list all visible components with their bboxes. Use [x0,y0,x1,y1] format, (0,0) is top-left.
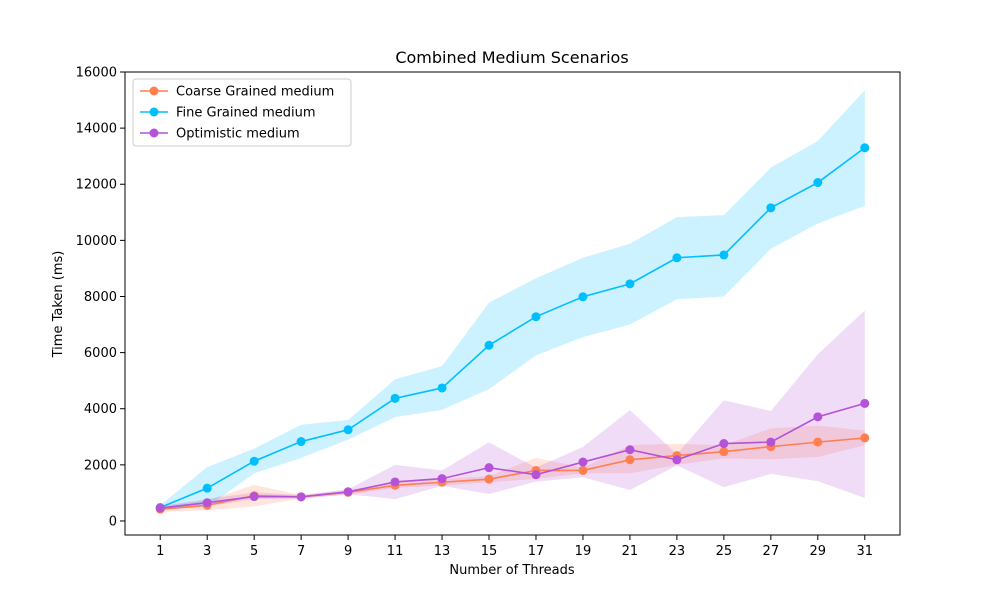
point-series-1-7 [296,437,306,447]
point-series-2-15 [484,463,494,473]
point-series-2-23 [672,455,682,465]
legend-box [132,78,352,147]
point-series-2-31 [860,398,870,408]
point-series-1-29 [813,178,823,188]
point-series-0-29 [813,437,823,447]
point-series-2-11 [390,477,400,487]
point-series-2-25 [719,439,729,449]
point-series-2-21 [625,445,635,455]
series-lines [159,147,866,510]
legend-label-1: Fine Grained medium [176,106,316,121]
point-series-2-5 [249,492,259,502]
y-tick-label: 10000 [76,234,117,249]
series-points [155,143,870,514]
point-series-2-19 [578,457,588,467]
band-series-2 [160,310,865,511]
chart-title: Combined Medium Scenarios [395,48,628,67]
y-tick-label: 12000 [76,178,117,193]
band-series-0 [160,425,865,512]
legend-marker-0 [149,86,159,96]
x-tick-label: 21 [622,544,639,559]
y-axis-ticks: 0 2000 4000 6000 8000 10000 12000 14000 16000 [76,66,125,529]
point-series-1-11 [390,393,400,403]
y-tick-label: 14000 [76,122,117,137]
point-series-2-3 [202,498,212,508]
x-tick-label: 25 [716,544,733,559]
x-tick-label: 7 [297,544,305,559]
point-series-1-31 [860,143,870,153]
point-series-1-5 [249,456,259,466]
legend-marker-1 [149,107,159,117]
point-series-1-9 [343,425,353,435]
legend-marker-2 [149,128,159,138]
point-series-1-21 [625,279,635,289]
x-tick-label: 27 [763,544,780,559]
y-tick-label: 6000 [84,346,117,361]
x-tick-label: 15 [481,544,498,559]
y-tick-label: 8000 [84,290,117,305]
point-series-1-13 [437,383,447,393]
x-tick-label: 1 [156,544,164,559]
point-series-0-19 [578,465,588,475]
y-tick-label: 16000 [76,66,117,81]
point-series-2-27 [766,437,776,447]
plot-frame [124,71,901,536]
x-tick-label: 19 [575,544,592,559]
x-tick-label: 11 [387,544,404,559]
point-series-2-9 [343,487,353,497]
point-series-0-21 [625,455,635,465]
legend-label-2: Optimistic medium [176,127,300,142]
x-axis-ticks: 1 3 5 7 9 11 13 15 17 19 21 23 25 27 29 31 [156,535,873,559]
y-tick-label: 4000 [84,402,117,417]
point-series-2-17 [531,470,541,480]
legend-label-0: Coarse Grained medium [176,85,334,100]
point-series-1-3 [202,483,212,493]
line-series-2 [160,402,865,509]
x-tick-label: 13 [434,544,451,559]
point-series-1-15 [484,340,494,350]
x-tick-label: 23 [669,544,686,559]
point-series-2-7 [296,492,306,502]
point-series-1-23 [672,253,682,263]
x-tick-label: 29 [810,544,827,559]
y-tick-label: 0 [109,514,117,529]
x-tick-label: 9 [344,544,352,559]
point-series-0-25 [719,447,729,457]
y-tick-label: 2000 [84,458,117,473]
point-series-2-29 [813,412,823,422]
point-series-2-13 [437,474,447,484]
x-axis-title: Number of Threads [449,563,574,578]
band-series-1 [160,90,865,510]
y-axis-title: Time Taken (ms) [51,251,66,359]
point-series-0-31 [860,433,870,443]
point-series-1-17 [531,312,541,322]
legend: Coarse Grained medium Fine Grained medium… [132,78,352,147]
x-tick-label: 3 [203,544,211,559]
point-series-1-19 [578,292,588,302]
point-series-1-27 [766,203,776,213]
point-series-0-15 [484,474,494,484]
line-series-1 [159,147,866,509]
confidence-bands [160,90,865,512]
x-tick-label: 17 [528,544,545,559]
x-tick-label: 5 [250,544,258,559]
x-tick-label: 31 [856,544,873,559]
point-series-2-1 [155,503,165,513]
point-series-1-25 [719,250,729,260]
